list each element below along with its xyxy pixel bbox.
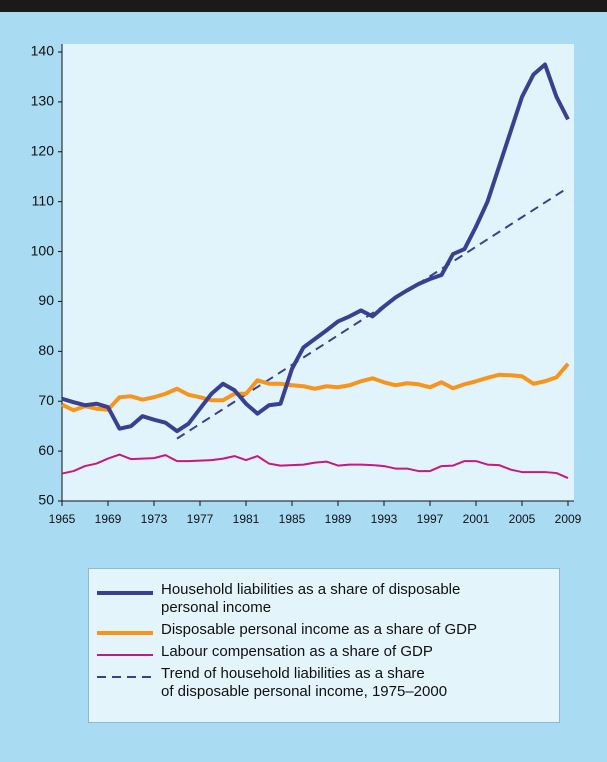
- x-tick-label: 2005: [509, 512, 536, 526]
- legend: Household liabilities as a share of disp…: [88, 568, 560, 723]
- top-bar: [0, 0, 607, 12]
- chart: 50 60 70 80 90 100 110 120 130 140 1965 1969 1973 197…: [31, 43, 582, 526]
- legend-item: Labour compensation as a share of GDP: [89, 643, 559, 661]
- x-tick-label: 1965: [49, 512, 76, 526]
- y-tick-label: 130: [31, 93, 55, 109]
- legend-swatch: [97, 654, 153, 656]
- x-tick-label: 2009: [555, 512, 582, 526]
- series-line: [61, 62, 570, 434]
- legend-label: Trend of household liabilities as a shar…: [161, 665, 448, 700]
- x-tick-label: 1981: [233, 512, 260, 526]
- x-tick-label: 1985: [279, 512, 306, 526]
- legend-swatch: [97, 676, 153, 678]
- y-tick-label: 110: [32, 192, 55, 208]
- x-tick-label: 1993: [371, 512, 398, 526]
- x-tick-label: 1977: [187, 512, 214, 526]
- x-tick-label: 1997: [417, 512, 444, 526]
- legend-label: Household liabilities as a share of disp…: [161, 581, 461, 616]
- y-tick-label: 100: [31, 242, 55, 258]
- y-tick-label: 90: [38, 292, 54, 308]
- series-line: [61, 362, 570, 413]
- legend-item: Trend of household liabilities as a shar…: [89, 665, 559, 701]
- y-tick-label: 80: [38, 342, 54, 358]
- legend-item: Disposable personal income as a share of…: [89, 621, 559, 639]
- y-tick-label: 70: [38, 392, 54, 408]
- plot-area: [62, 44, 574, 501]
- x-tick-label: 2001: [463, 512, 490, 526]
- x-tick-label: 1973: [141, 512, 168, 526]
- y-tick-label: 60: [38, 442, 54, 458]
- legend-label: Disposable personal income as a share of…: [161, 621, 477, 638]
- series-line: [61, 453, 569, 479]
- y-tick-label: 50: [38, 492, 54, 508]
- x-tick-label: 1969: [95, 512, 122, 526]
- legend-swatch: [97, 591, 153, 595]
- legend-item: Household liabilities as a share of disp…: [89, 581, 559, 617]
- legend-label: Labour compensation as a share of GDP: [161, 643, 433, 660]
- y-tick-label: 120: [31, 142, 55, 158]
- x-tick-label: 1989: [325, 512, 352, 526]
- y-tick-label: 140: [31, 43, 55, 59]
- legend-swatch: [97, 631, 153, 635]
